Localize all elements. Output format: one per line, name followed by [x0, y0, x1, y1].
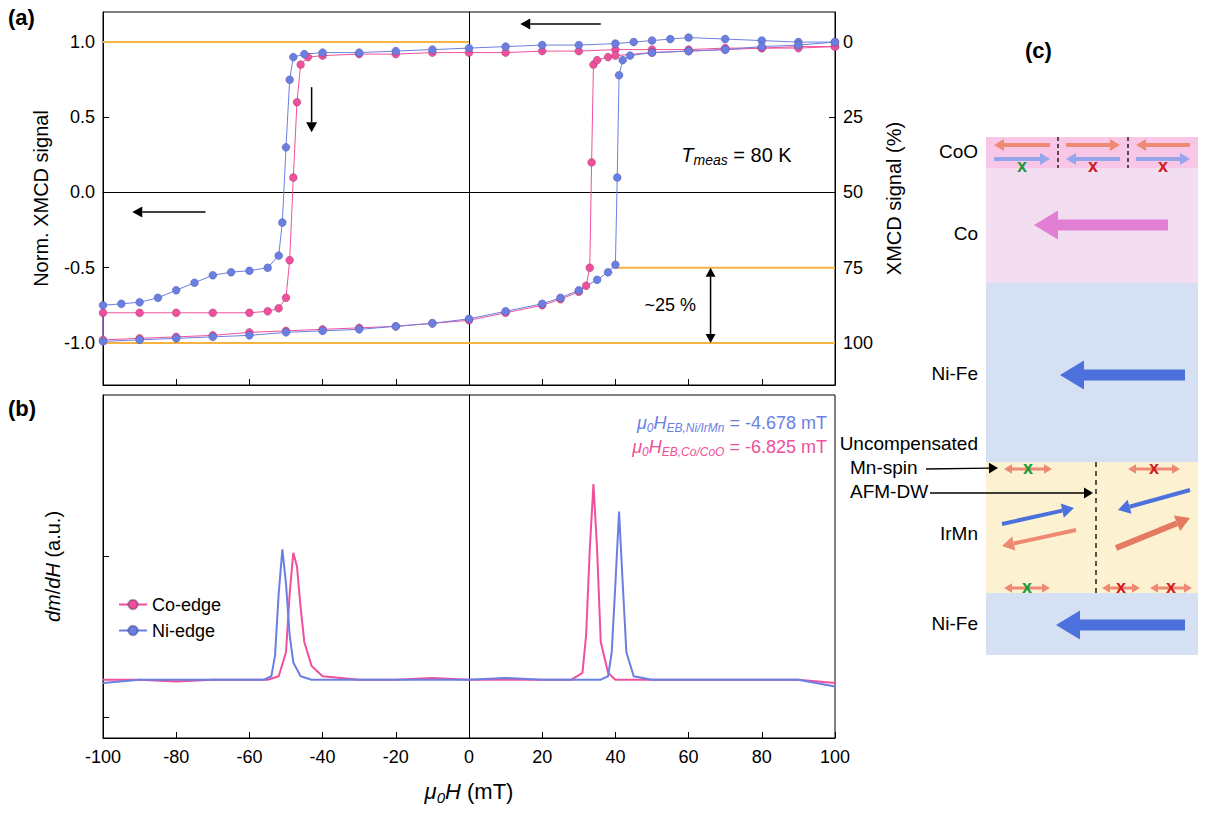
svg-text:x: x [1023, 458, 1033, 478]
svg-text:EB,Co/CoO: EB,Co/CoO [662, 445, 725, 459]
svg-text:Norm. XMCD signal: Norm. XMCD signal [30, 110, 52, 287]
svg-text:(mT): (mT) [461, 779, 514, 804]
svg-text:0: 0 [642, 445, 649, 459]
svg-text:-40: -40 [310, 747, 336, 767]
svg-text:XMCD signal (%): XMCD signal (%) [883, 122, 905, 275]
svg-text:H: H [653, 413, 667, 433]
svg-text:μ: μ [424, 779, 437, 804]
svg-text:x: x [1149, 458, 1159, 478]
svg-text:-20: -20 [383, 747, 409, 767]
svg-text:-1.0: -1.0 [64, 333, 95, 353]
svg-text:x: x [1022, 577, 1032, 597]
svg-text:100: 100 [820, 747, 850, 767]
svg-text:(c): (c) [1025, 38, 1052, 63]
svg-text:~25 %: ~25 % [645, 295, 697, 315]
svg-text:μ: μ [631, 437, 642, 457]
svg-text:0.0: 0.0 [70, 182, 95, 202]
svg-text:x: x [1116, 577, 1126, 597]
svg-text:AFM-DW: AFM-DW [850, 481, 928, 502]
svg-text:x: x [1088, 156, 1098, 176]
svg-text:50: 50 [843, 182, 863, 202]
svg-text:H: H [649, 437, 663, 457]
svg-text:x: x [1017, 156, 1027, 176]
svg-text:dH: dH [42, 563, 64, 589]
svg-text:-0.5: -0.5 [64, 258, 95, 278]
svg-text:= -4.678 mT: = -4.678 mT [724, 413, 827, 433]
svg-text:CoO: CoO [939, 141, 978, 162]
svg-text:0: 0 [436, 789, 445, 806]
svg-text:Uncompensated: Uncompensated [840, 433, 978, 454]
svg-text:= -6.825 mT: = -6.825 mT [724, 437, 827, 457]
svg-text:-60: -60 [236, 747, 262, 767]
svg-text:T: T [681, 143, 694, 166]
svg-text:(a): (a) [8, 5, 35, 30]
svg-text:x: x [1166, 577, 1176, 597]
svg-text:0: 0 [843, 32, 853, 52]
svg-text:Co-edge: Co-edge [152, 595, 221, 615]
svg-text:40: 40 [605, 747, 625, 767]
svg-text:Ni-Fe: Ni-Fe [932, 613, 978, 634]
svg-text:75: 75 [843, 258, 863, 278]
svg-text:= 80 K: = 80 K [728, 144, 793, 166]
svg-text:H: H [445, 779, 461, 804]
svg-text:80: 80 [752, 747, 772, 767]
svg-text:Ni-Fe: Ni-Fe [932, 363, 978, 384]
svg-text:Mn-spin: Mn-spin [850, 457, 918, 478]
svg-text:25: 25 [843, 107, 863, 127]
svg-text:IrMn: IrMn [940, 523, 978, 544]
svg-text:0: 0 [647, 421, 654, 435]
svg-text:1.0: 1.0 [70, 32, 95, 52]
svg-text:0.5: 0.5 [70, 107, 95, 127]
svg-text:EB,Ni/IrMn: EB,Ni/IrMn [666, 421, 724, 435]
svg-text:100: 100 [843, 333, 873, 353]
svg-text:-100: -100 [85, 747, 121, 767]
svg-text:Ni-edge: Ni-edge [152, 621, 215, 641]
svg-text:Co: Co [954, 223, 978, 244]
svg-text:meas: meas [693, 152, 727, 168]
svg-text:-80: -80 [163, 747, 189, 767]
svg-text:(b): (b) [8, 396, 36, 421]
svg-text:μ: μ [636, 413, 647, 433]
svg-text:60: 60 [679, 747, 699, 767]
svg-text:dm: dm [42, 594, 64, 622]
svg-text:(a.u.): (a.u.) [42, 511, 64, 563]
svg-text:x: x [1158, 156, 1168, 176]
svg-text:0: 0 [464, 747, 474, 767]
svg-text:20: 20 [532, 747, 552, 767]
